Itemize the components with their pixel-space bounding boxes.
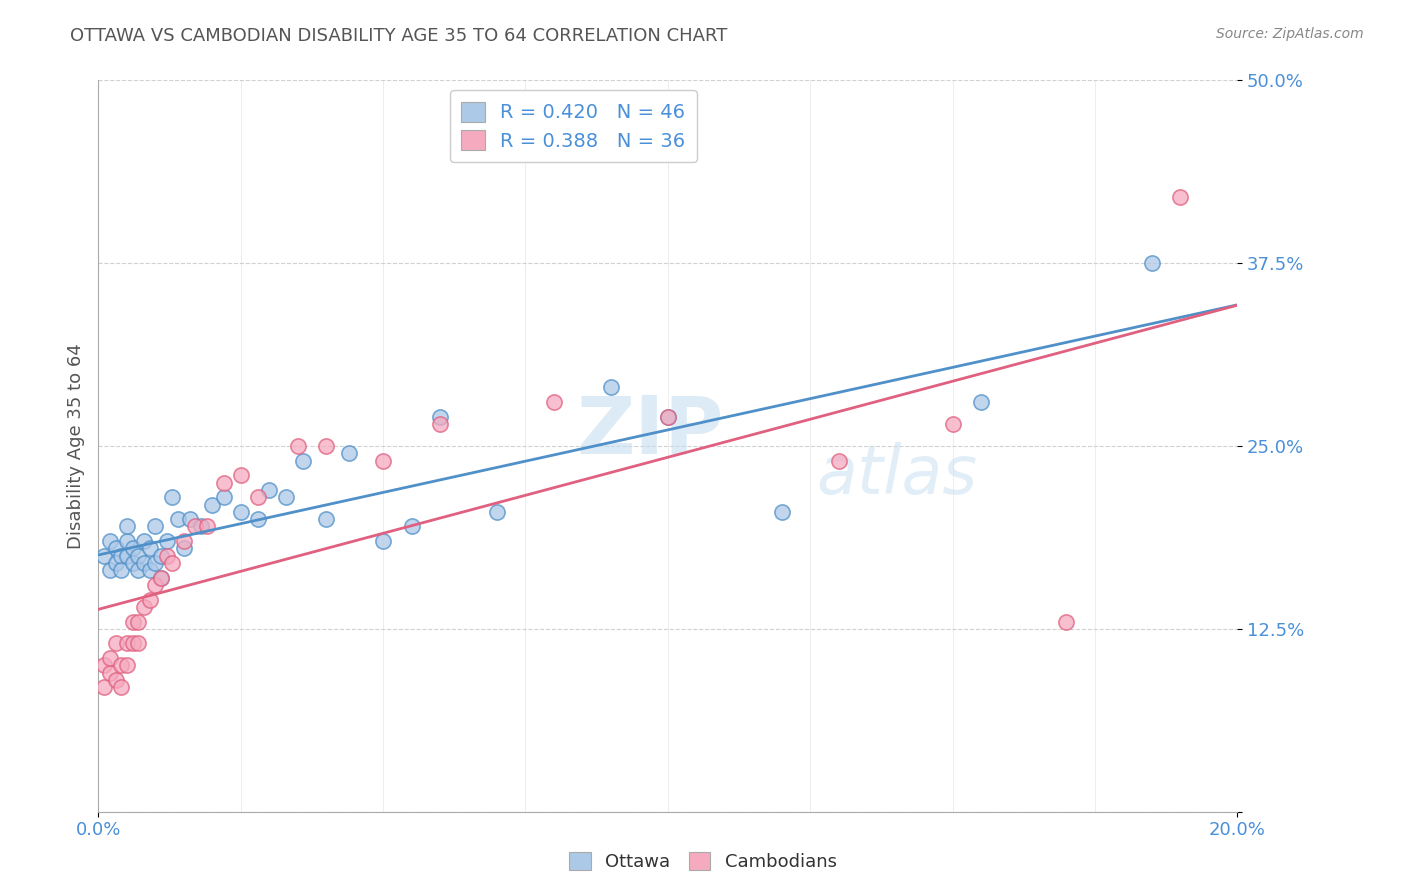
Point [115, 519, 138, 533]
Text: OTTAWA VS CAMBODIAN DISABILITY AGE 35 TO 64 CORRELATION CHART: OTTAWA VS CAMBODIAN DISABILITY AGE 35 TO… [70, 27, 728, 45]
Point [121, 541, 143, 556]
Point [132, 556, 155, 570]
Point [486, 505, 509, 519]
Point [98, 651, 121, 665]
Point [150, 571, 173, 585]
Point [115, 534, 138, 549]
Point [138, 541, 160, 556]
Point [110, 681, 132, 695]
Point [337, 446, 360, 460]
Point [98, 534, 121, 549]
Point [93, 681, 115, 695]
Point [110, 549, 132, 563]
Point [184, 519, 207, 533]
Point [657, 409, 679, 424]
Point [132, 599, 155, 614]
Point [229, 468, 252, 483]
Point [828, 453, 851, 467]
Point [145, 556, 167, 570]
Point [543, 395, 565, 409]
Point [770, 505, 793, 519]
Point [127, 636, 149, 650]
Text: atlas: atlas [815, 442, 977, 508]
Point [259, 483, 281, 497]
Point [173, 534, 195, 549]
Point [110, 563, 132, 577]
Point [156, 534, 179, 549]
Point [190, 519, 212, 533]
Point [600, 380, 623, 394]
Point [167, 512, 190, 526]
Point [292, 453, 315, 467]
Point [145, 519, 167, 533]
Point [162, 556, 184, 570]
Legend: R = 0.420   N = 46, R = 0.388   N = 36: R = 0.420 N = 46, R = 0.388 N = 36 [450, 90, 697, 162]
Point [115, 658, 138, 673]
Point [115, 636, 138, 650]
Point [104, 636, 127, 650]
Point [162, 490, 184, 504]
Point [942, 417, 965, 431]
Point [173, 541, 195, 556]
Point [98, 563, 121, 577]
Point [1056, 615, 1078, 629]
Point [401, 519, 423, 533]
Point [373, 453, 395, 467]
Point [201, 498, 224, 512]
Point [121, 636, 143, 650]
Point [229, 505, 252, 519]
Point [104, 556, 127, 570]
Point [315, 439, 337, 453]
Point [138, 563, 160, 577]
Point [657, 409, 679, 424]
Text: ZIP: ZIP [576, 392, 724, 470]
Point [179, 512, 201, 526]
Point [287, 439, 309, 453]
Point [1140, 256, 1163, 270]
Point [121, 615, 143, 629]
Y-axis label: Disability Age 35 to 64: Disability Age 35 to 64 [66, 343, 84, 549]
Point [212, 475, 235, 490]
Point [110, 658, 132, 673]
Point [246, 490, 269, 504]
Point [1170, 190, 1192, 204]
Point [150, 549, 173, 563]
Point [246, 512, 269, 526]
Legend: Ottawa, Cambodians: Ottawa, Cambodians [562, 845, 844, 879]
Point [115, 549, 138, 563]
Point [127, 615, 149, 629]
Point [195, 519, 218, 533]
Point [276, 490, 298, 504]
Point [98, 665, 121, 680]
Point [150, 571, 173, 585]
Point [132, 534, 155, 549]
Text: Source: ZipAtlas.com: Source: ZipAtlas.com [1216, 27, 1364, 41]
Point [429, 409, 451, 424]
Point [315, 512, 337, 526]
Point [970, 395, 993, 409]
Point [93, 658, 115, 673]
Point [156, 549, 179, 563]
Point [104, 673, 127, 687]
Point [127, 549, 149, 563]
Point [121, 556, 143, 570]
Point [104, 541, 127, 556]
Point [127, 563, 149, 577]
Point [212, 490, 235, 504]
Point [429, 417, 451, 431]
Point [138, 592, 160, 607]
Point [93, 549, 115, 563]
Point [373, 534, 395, 549]
Point [145, 578, 167, 592]
